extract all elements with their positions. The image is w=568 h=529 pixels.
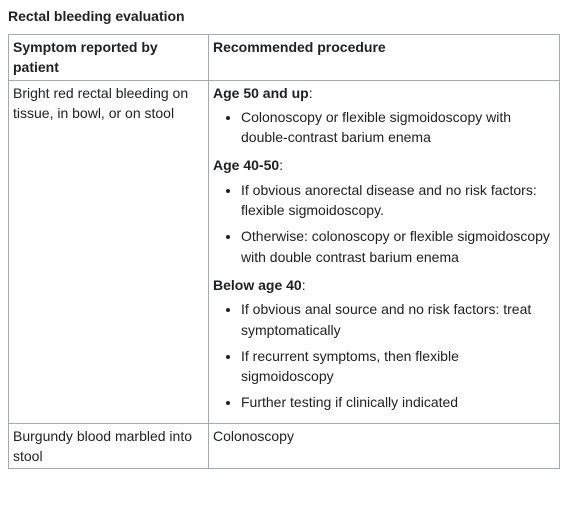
procedure-list: If obvious anorectal disease and no risk… (213, 180, 555, 267)
procedure-list: Colonoscopy or flexible sigmoidoscopy wi… (213, 107, 555, 148)
age-group-label: Below age 40 (213, 277, 302, 293)
procedure-list: If obvious anal source and no risk facto… (213, 299, 555, 412)
table-row: Burgundy blood marbled into stool Colono… (9, 423, 560, 469)
list-item: If obvious anorectal disease and no risk… (241, 180, 555, 221)
col-header-procedure: Recommended procedure (209, 35, 560, 81)
procedure-cell: Colonoscopy (209, 423, 560, 469)
list-item: If recurrent symptoms, then flexible sig… (241, 346, 555, 387)
evaluation-table: Symptom reported by patient Recommended … (8, 34, 560, 469)
age-group-label: Age 50 and up (213, 85, 309, 101)
page-title: Rectal bleeding evaluation (8, 8, 560, 24)
list-item: Further testing if clinically indicated (241, 392, 555, 412)
list-item: Colonoscopy or flexible sigmoidoscopy wi… (241, 107, 555, 148)
symptom-cell: Burgundy blood marbled into stool (9, 423, 209, 469)
col-header-symptom: Symptom reported by patient (9, 35, 209, 81)
list-item: Otherwise: colonoscopy or flexible sigmo… (241, 226, 555, 267)
list-item: If obvious anal source and no risk facto… (241, 299, 555, 340)
symptom-cell: Bright red rectal bleeding on tissue, in… (9, 80, 209, 423)
procedure-cell: Age 50 and up: Colonoscopy or flexible s… (209, 80, 560, 423)
table-header-row: Symptom reported by patient Recommended … (9, 35, 560, 81)
age-group-label: Age 40-50 (213, 157, 279, 173)
table-row: Bright red rectal bleeding on tissue, in… (9, 80, 560, 423)
